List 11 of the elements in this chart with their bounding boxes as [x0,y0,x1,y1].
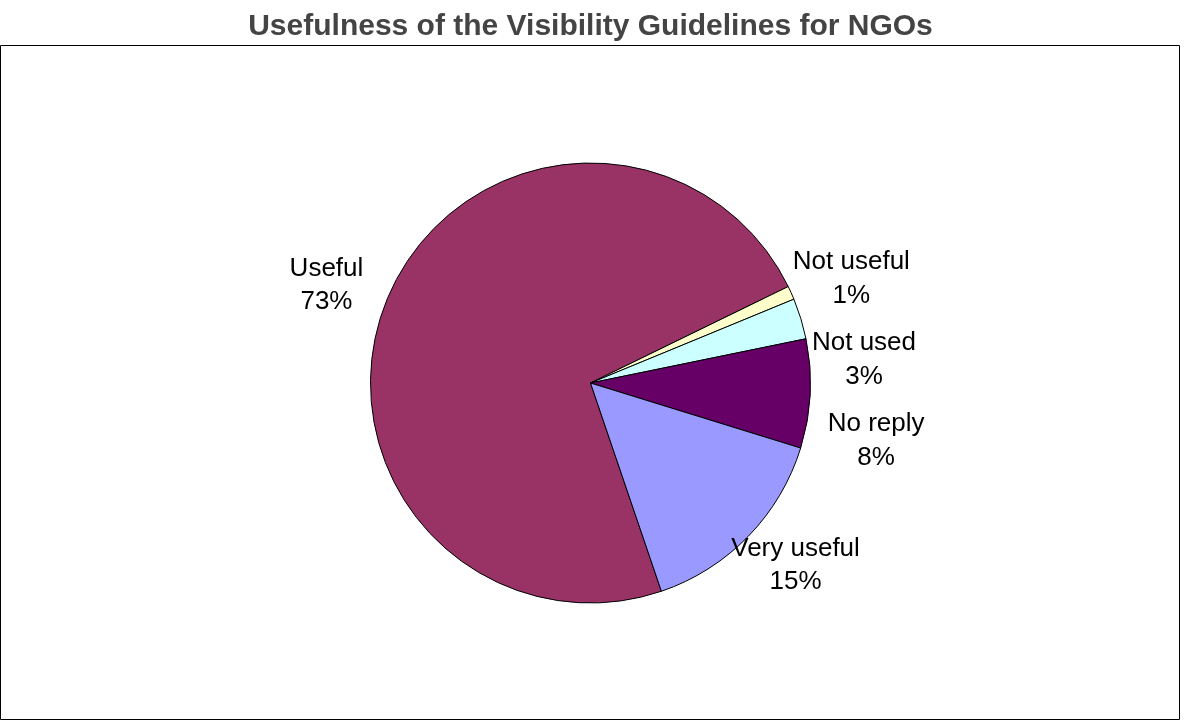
slice-label: No reply [827,407,925,438]
chart-title: Usefulness of the Visibility Guidelines for NGOs [248,7,933,41]
data-label: 3% [845,359,883,390]
slice-label: Very useful [731,531,860,562]
data-label: 15% [769,565,822,596]
data-label: 8% [857,440,895,471]
data-label: 73% [300,285,353,316]
slice-label: Useful [289,251,364,282]
data-label: 1% [832,278,871,309]
slice-label: Not useful [792,245,910,276]
slice-label: Not used [811,326,917,357]
